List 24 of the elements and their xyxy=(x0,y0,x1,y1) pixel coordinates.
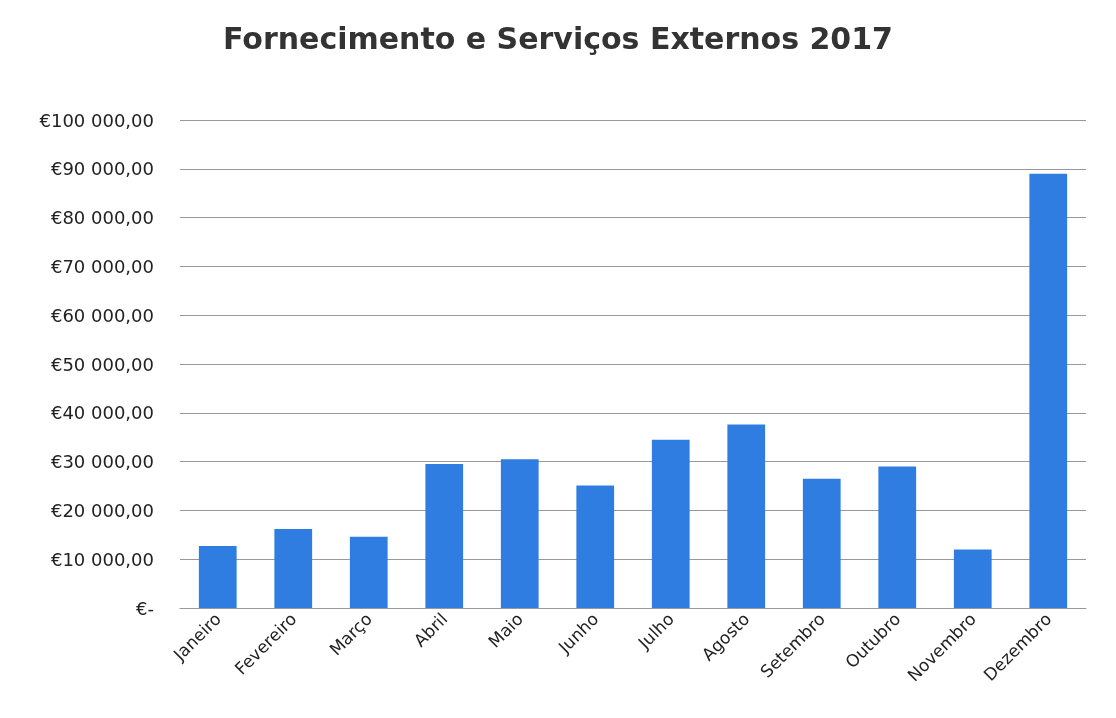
y-tick-label: €100 000,00 xyxy=(39,109,154,131)
y-tick-label: €- xyxy=(136,597,154,619)
bar xyxy=(953,549,992,608)
y-tick-label: €90 000,00 xyxy=(50,158,154,180)
y-tick-label: €40 000,00 xyxy=(50,402,154,424)
y-tick-label: €30 000,00 xyxy=(50,451,154,473)
bar xyxy=(651,439,690,608)
bar xyxy=(1029,173,1068,608)
y-tick-label: €70 000,00 xyxy=(50,255,154,277)
bar xyxy=(576,485,615,608)
bar xyxy=(802,478,841,608)
bar xyxy=(878,466,917,608)
bar xyxy=(198,546,237,608)
y-tick-label: €20 000,00 xyxy=(50,499,154,521)
y-tick-label: €10 000,00 xyxy=(50,548,154,570)
bar xyxy=(727,424,766,608)
chart-title: Fornecimento e Serviços Externos 2017 xyxy=(223,20,893,56)
bar xyxy=(500,459,539,608)
bar xyxy=(274,528,313,608)
y-tick-label: €60 000,00 xyxy=(50,304,154,326)
y-tick-label: €80 000,00 xyxy=(50,207,154,229)
bar xyxy=(349,536,388,608)
bar xyxy=(425,464,464,608)
y-tick-label: €50 000,00 xyxy=(50,353,154,375)
